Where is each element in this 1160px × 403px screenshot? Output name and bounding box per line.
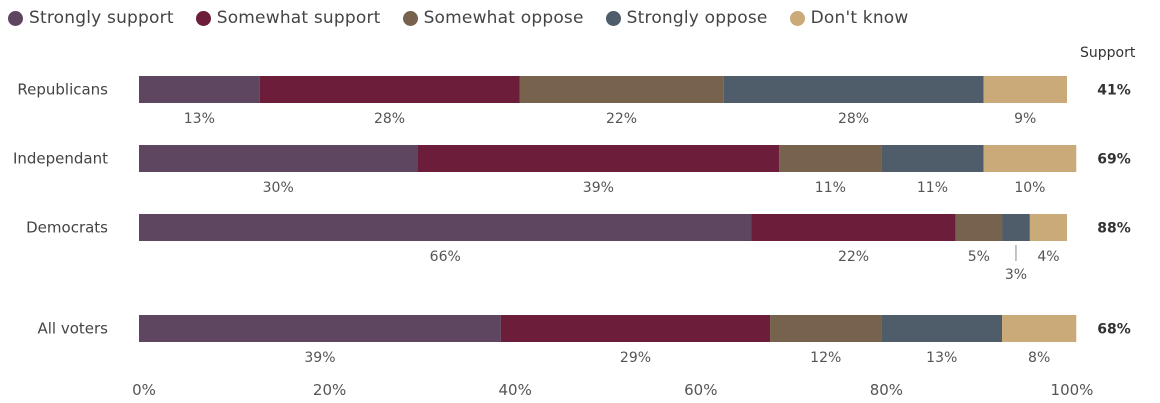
row-label: All voters: [37, 320, 108, 338]
legend-item: Don't know: [789, 8, 909, 28]
bar-segment: [983, 76, 1067, 103]
bar-segment: [881, 145, 984, 172]
data-label: 11%: [917, 180, 948, 196]
legend-swatch: [195, 10, 211, 26]
support-value: 68%: [1097, 322, 1131, 338]
data-label: 28%: [838, 111, 869, 127]
x-tick-label: 40%: [499, 381, 532, 399]
bar-segment: [1002, 315, 1077, 342]
data-label: 12%: [810, 350, 841, 366]
data-label: 11%: [815, 180, 846, 196]
support-column-header: Support: [1080, 45, 1136, 61]
data-label: 4%: [1037, 249, 1059, 265]
legend-swatch: [402, 10, 418, 26]
bar-segment: [1002, 214, 1030, 241]
bar-segment: [139, 76, 260, 103]
row-label: Independant: [13, 150, 108, 168]
bar-segment: [770, 315, 882, 342]
bar-segment: [519, 76, 724, 103]
data-label: 3%: [1005, 267, 1027, 283]
support-value: 88%: [1097, 221, 1131, 237]
bar-segment: [139, 145, 418, 172]
data-label: 8%: [1028, 350, 1050, 366]
data-label: 30%: [263, 180, 294, 196]
bar-segment: [1029, 214, 1067, 241]
bar-segment: [723, 76, 984, 103]
row-label: Democrats: [26, 219, 108, 237]
x-tick-label: 100%: [1051, 381, 1094, 399]
x-tick-label: 0%: [132, 381, 156, 399]
legend-swatch: [605, 10, 621, 26]
legend-swatch: [8, 10, 23, 26]
data-label: 5%: [968, 249, 990, 265]
data-label: 22%: [606, 111, 637, 127]
data-label: 9%: [1014, 111, 1036, 127]
data-label: 13%: [926, 350, 957, 366]
bar-segment: [417, 145, 780, 172]
legend-item: Strongly support: [8, 8, 174, 28]
x-tick-label: 80%: [870, 381, 903, 399]
bar-segment: [500, 315, 771, 342]
row-label: Republicans: [17, 81, 108, 99]
legend-label: Somewhat oppose: [423, 8, 584, 28]
bar-segment: [779, 145, 882, 172]
support-value: 69%: [1097, 152, 1131, 168]
chart-legend: Strongly support Somewhat support Somewhat…: [8, 8, 931, 28]
data-label: 28%: [374, 111, 405, 127]
data-label: 29%: [620, 350, 651, 366]
legend-item: Strongly oppose: [605, 8, 768, 28]
bar-segment: [881, 315, 1003, 342]
data-label: 39%: [583, 180, 614, 196]
data-label: 10%: [1014, 180, 1045, 196]
data-label: 39%: [304, 350, 335, 366]
x-tick-label: 60%: [684, 381, 717, 399]
bar-segment: [259, 76, 520, 103]
bar-segment: [955, 214, 1003, 241]
legend-swatch: [789, 10, 805, 26]
legend-label: Don't know: [810, 8, 909, 28]
data-label: 13%: [184, 111, 215, 127]
legend-item: Somewhat support: [195, 8, 381, 28]
legend-label: Somewhat support: [216, 8, 381, 28]
legend-item: Somewhat oppose: [402, 8, 584, 28]
bar-segment: [983, 145, 1077, 172]
legend-label: Strongly oppose: [626, 8, 768, 28]
x-tick-label: 20%: [313, 381, 346, 399]
bar-segment: [139, 315, 501, 342]
support-value: 41%: [1097, 83, 1131, 99]
data-label: 22%: [838, 249, 869, 265]
bar-segment: [751, 214, 956, 241]
bar-segment: [139, 214, 752, 241]
data-label: 66%: [430, 249, 461, 265]
legend-label: Strongly support: [29, 8, 174, 28]
